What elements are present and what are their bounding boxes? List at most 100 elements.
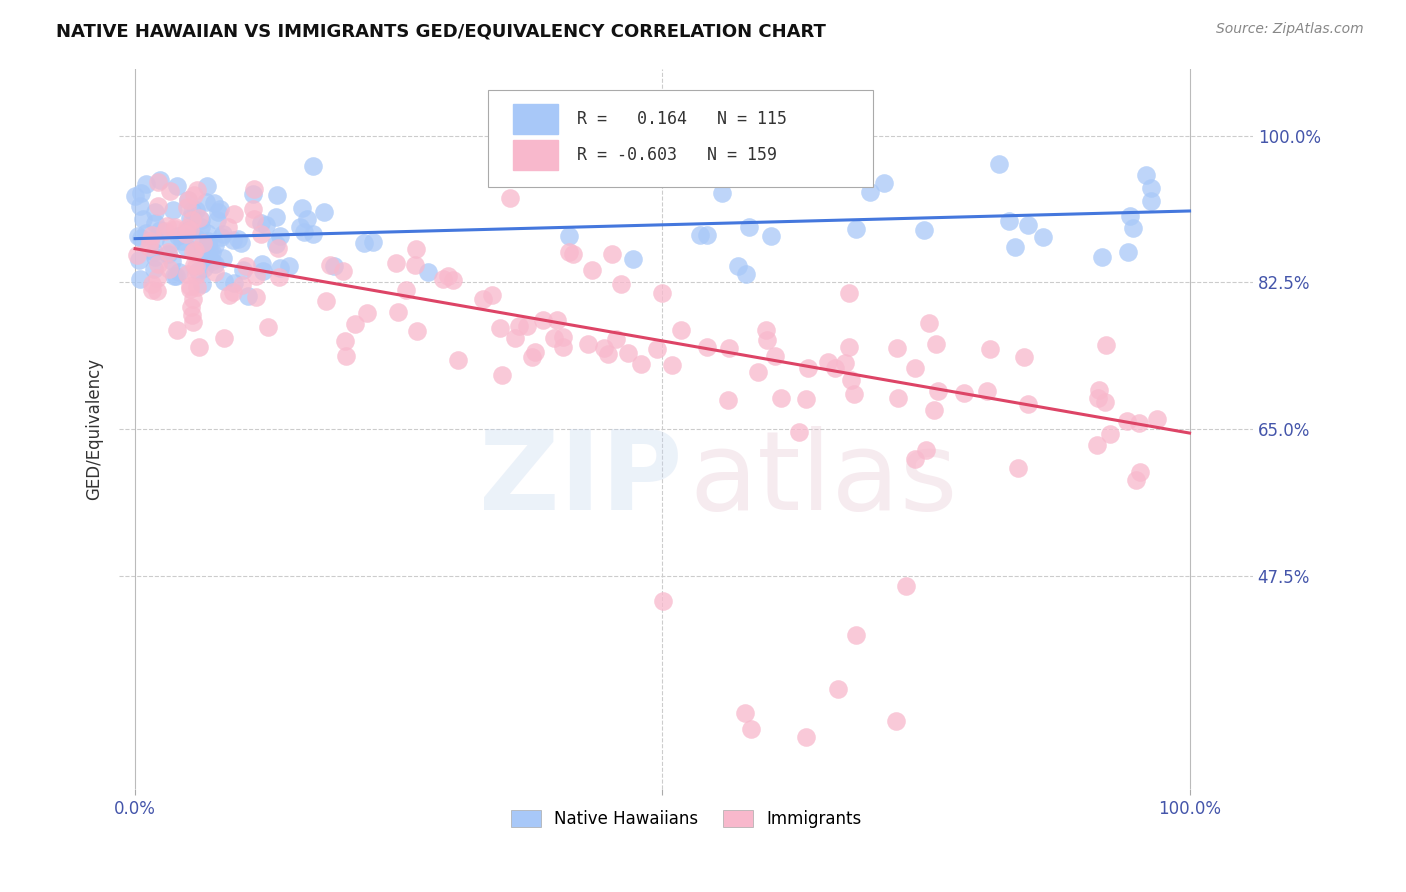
Point bbox=[395, 283, 418, 297]
Point bbox=[1122, 221, 1144, 235]
Point bbox=[243, 212, 266, 227]
Point bbox=[817, 354, 839, 368]
Point bbox=[266, 187, 288, 202]
Point bbox=[322, 259, 344, 273]
Point bbox=[186, 279, 208, 293]
Point bbox=[226, 232, 249, 246]
Point bbox=[827, 681, 849, 696]
Point bbox=[915, 442, 938, 457]
Point bbox=[149, 222, 172, 236]
Point bbox=[794, 392, 817, 407]
Point bbox=[432, 272, 454, 286]
Point bbox=[508, 319, 530, 334]
Point bbox=[197, 237, 219, 252]
Point bbox=[558, 245, 581, 260]
Point bbox=[143, 262, 166, 277]
Point bbox=[135, 226, 157, 240]
Point bbox=[180, 212, 202, 227]
Point bbox=[129, 186, 152, 201]
Point bbox=[301, 227, 323, 241]
Point bbox=[193, 260, 215, 275]
Point bbox=[600, 247, 623, 261]
Point bbox=[302, 160, 325, 174]
Point bbox=[177, 224, 200, 238]
Point bbox=[1139, 194, 1161, 208]
Point bbox=[242, 181, 264, 195]
Point bbox=[245, 290, 267, 304]
Point bbox=[269, 260, 291, 275]
Point bbox=[651, 285, 673, 300]
Point bbox=[671, 323, 693, 337]
Point bbox=[405, 324, 427, 338]
Point bbox=[235, 259, 257, 273]
Point bbox=[717, 341, 740, 355]
Point bbox=[165, 269, 187, 284]
Point bbox=[581, 263, 603, 277]
Point bbox=[887, 391, 910, 405]
Point bbox=[761, 229, 783, 244]
Point bbox=[269, 228, 291, 243]
Point bbox=[139, 234, 162, 248]
Point bbox=[149, 172, 172, 186]
Point bbox=[315, 293, 337, 308]
Point bbox=[844, 386, 866, 401]
Point bbox=[605, 332, 627, 346]
Point bbox=[1094, 395, 1116, 409]
Point bbox=[181, 204, 204, 219]
Point bbox=[197, 178, 219, 193]
Point bbox=[416, 265, 439, 279]
Point bbox=[859, 185, 882, 199]
FancyBboxPatch shape bbox=[513, 140, 558, 170]
Point bbox=[141, 277, 163, 291]
Point bbox=[176, 223, 198, 237]
Point bbox=[689, 228, 711, 243]
Point bbox=[520, 351, 543, 365]
Point bbox=[180, 300, 202, 314]
Point bbox=[787, 425, 810, 439]
Point bbox=[645, 342, 668, 356]
Point bbox=[953, 386, 976, 401]
Point bbox=[593, 341, 616, 355]
Point bbox=[129, 231, 152, 245]
Point bbox=[160, 254, 183, 268]
Point bbox=[181, 292, 204, 306]
Point bbox=[174, 227, 197, 241]
Point bbox=[250, 216, 273, 230]
Point bbox=[209, 230, 232, 244]
Point bbox=[1087, 392, 1109, 406]
Point bbox=[516, 318, 538, 333]
Point bbox=[872, 177, 894, 191]
Point bbox=[135, 177, 157, 191]
Point bbox=[770, 391, 793, 405]
Point bbox=[145, 216, 167, 230]
Point bbox=[1088, 383, 1111, 397]
Point bbox=[193, 236, 215, 251]
Point bbox=[252, 256, 274, 270]
Point bbox=[717, 393, 740, 408]
Point bbox=[212, 331, 235, 345]
Point bbox=[1128, 416, 1150, 430]
Point bbox=[159, 185, 181, 199]
Point bbox=[1091, 250, 1114, 264]
FancyBboxPatch shape bbox=[513, 103, 558, 134]
Point bbox=[291, 201, 314, 215]
Point bbox=[156, 247, 179, 261]
Point bbox=[839, 373, 862, 387]
Point bbox=[162, 202, 184, 217]
Point bbox=[356, 306, 378, 320]
Point bbox=[332, 264, 354, 278]
Point bbox=[696, 340, 718, 354]
Point bbox=[212, 227, 235, 242]
Point bbox=[186, 246, 208, 260]
Point bbox=[204, 257, 226, 271]
Point bbox=[181, 315, 204, 329]
Point bbox=[1012, 350, 1035, 364]
Point bbox=[183, 258, 205, 272]
Point bbox=[177, 194, 200, 208]
Point bbox=[385, 256, 408, 270]
Point bbox=[201, 253, 224, 268]
Point bbox=[174, 240, 197, 254]
Point bbox=[894, 579, 917, 593]
Point bbox=[186, 183, 208, 197]
Point bbox=[242, 202, 264, 216]
